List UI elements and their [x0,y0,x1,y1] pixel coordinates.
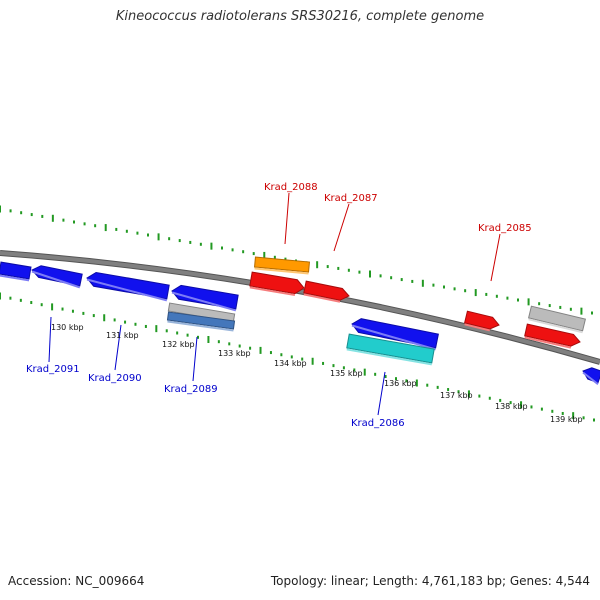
feature-blue-far-left [0,261,32,282]
scale-label-6: 136 kbp [384,379,417,388]
feature-blue-2089-body [171,284,239,310]
leader-2088 [284,192,290,245]
leader-2089 [192,336,198,382]
feature-blue-edge-right-highlight [582,371,599,385]
feature-blue-far-left-body [0,261,32,280]
feature-red-2088-highlight [249,286,296,297]
feature-blue-2091-highlight [31,270,81,289]
gene-labels: Krad_2088 Krad_2087 Krad_2085 Krad_2091 Krad… [26,182,532,429]
feature-blue-2090 [86,271,170,302]
gene-label-krad-2087: Krad_2087 [324,193,378,204]
gene-label-krad-2091: Krad_2091 [26,364,80,375]
feature-red-2087 [303,280,350,303]
scale-label-0: 130 kbp [51,323,84,332]
feature-cyan-2086 [346,333,435,366]
feature-gray-upper-body [527,305,587,332]
feature-blue-2089 [171,284,239,312]
feature-blue-2091-body [31,265,83,287]
scale-label-4: 134 kbp [274,359,307,368]
feature-red-2087-body [303,280,350,301]
scale-label-8: 138 kbp [495,402,528,411]
feature-red-right-highlight [524,336,572,349]
scale-label-9: 139 kbp [550,415,583,424]
leader-2086 [377,371,386,416]
gene-label-krad-2088: Krad_2088 [264,182,318,193]
feature-gray-upper-highlight [528,318,583,334]
feature-red-2085-highlight [464,323,491,332]
feature-layer [0,256,600,385]
feature-red-right-body [524,323,581,347]
feature-red-2088 [249,271,305,297]
scale-label-3: 133 kbp [218,349,251,358]
genome-backbone [0,250,600,365]
feature-blue-2090-highlight [86,278,168,302]
lower-tick-track [0,292,595,422]
feature-cyan-2086-highlight [346,348,432,366]
scale-label-5: 135 kbp [330,369,363,378]
accession-text: Accession: NC_009664 [8,574,145,588]
feature-gray-upper [527,305,587,334]
feature-blue-2086 [351,318,439,351]
feature-blue-2086-highlight [351,324,436,351]
upper-tick-track [0,205,593,315]
feature-blue-far-left-highlight [0,274,30,282]
genome-summary-text: Topology: linear; Length: 4,761,183 bp; … [270,574,590,588]
backbone-line [0,251,600,364]
gene-label-krad-2089: Krad_2089 [164,384,218,395]
feature-orange-2088-body [253,256,311,273]
scale-labels: 130 kbp 131 kbp 132 kbp 133 kbp 134 kbp 135 k… [51,323,583,424]
leader-2091 [48,316,52,363]
label-leader-lines [48,192,501,416]
feature-blue-edge-right [582,367,600,385]
scale-label-7: 137 kbp [440,391,473,400]
feature-blue-2091 [31,265,83,289]
feature-blue-2086-body [351,318,439,349]
scale-label-2: 132 kbp [162,340,195,349]
feature-orange-2088 [253,256,311,275]
feature-orange-2088-highlight [254,267,309,275]
feature-blue-2090-body [86,271,170,300]
leader-2090 [114,324,122,371]
gene-label-krad-2090: Krad_2090 [88,373,142,384]
feature-steel-2089 [166,311,236,332]
feature-blue-2089-highlight [171,291,237,312]
feature-blue-edge-right-body [582,367,600,384]
feature-red-2087-highlight [303,293,341,303]
feature-steel-2089-body [166,311,236,330]
feature-red-2088-body [249,271,305,295]
feature-steel-2089-highlight [167,320,234,332]
feature-red-2085 [463,310,500,332]
leader-2085 [490,233,501,282]
scale-label-1: 131 kbp [106,331,139,340]
map-title: Kineococcus radiotolerans SRS30216, comp… [115,9,485,24]
feature-cyan-2086-body [346,333,435,364]
leader-2087 [333,203,350,252]
gene-label-krad-2085: Krad_2085 [478,223,532,234]
gene-label-krad-2086: Krad_2086 [351,418,405,429]
feature-red-right [524,323,581,349]
feature-red-2085-body [463,310,500,330]
